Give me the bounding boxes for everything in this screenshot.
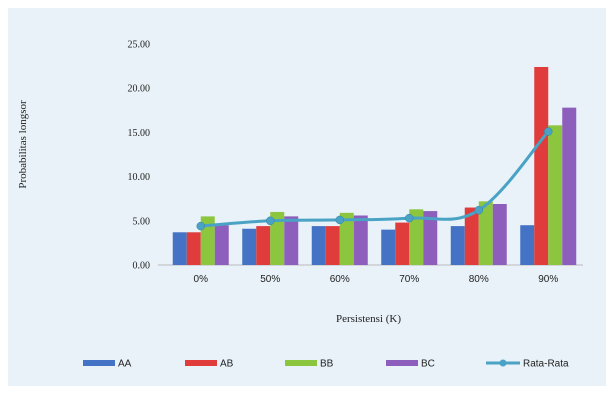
legend-swatch-marker bbox=[499, 359, 507, 367]
bar-aa-5 bbox=[520, 225, 535, 265]
legend-swatch-bc bbox=[386, 360, 418, 366]
legend-swatch-ab bbox=[185, 360, 217, 366]
bar-bc-0 bbox=[214, 225, 229, 265]
bar-bb-0 bbox=[200, 216, 215, 265]
legend-swatch-aa bbox=[83, 360, 115, 366]
legend-label: AB bbox=[220, 359, 234, 370]
line-point-2 bbox=[335, 215, 344, 225]
bar-ab-2 bbox=[325, 226, 340, 265]
line-point-5 bbox=[544, 127, 553, 136]
bar-aa-4 bbox=[450, 226, 465, 265]
legend-label: BC bbox=[421, 359, 435, 370]
bar-ab-1 bbox=[256, 226, 271, 265]
chart-legend: AA AB BB BC Rata-Rata bbox=[83, 359, 569, 370]
bar-bc-4 bbox=[492, 204, 507, 265]
y-tick-label: 0.00 bbox=[133, 261, 151, 272]
bar-bb-4 bbox=[478, 201, 493, 265]
bar-bb-3 bbox=[409, 209, 424, 265]
chart-area: 0.00 5.00 10.00 15.00 20.00 25.00 0% 50% 60% 70%… bbox=[8, 8, 606, 386]
x-axis-title: Persistensi (K) bbox=[336, 313, 401, 325]
bar-bc-3 bbox=[423, 211, 438, 265]
bar-aa-0 bbox=[172, 232, 187, 265]
bar-bb-5 bbox=[548, 125, 563, 265]
x-tick-label: 90% bbox=[538, 274, 558, 285]
bar-bb-2 bbox=[339, 212, 354, 265]
bar-bc-5 bbox=[562, 107, 577, 265]
bar-ab-5 bbox=[534, 66, 549, 265]
y-tick-label: 10.00 bbox=[128, 172, 151, 183]
y-tick-label: 25.00 bbox=[128, 40, 151, 51]
bar-bc-1 bbox=[284, 216, 299, 265]
line-point-3 bbox=[405, 213, 414, 223]
series-line-rata-rata bbox=[200, 130, 550, 228]
y-axis-title: Probabilitas longsor bbox=[17, 100, 29, 189]
y-tick-label: 15.00 bbox=[128, 128, 151, 139]
x-tick-label: 70% bbox=[399, 274, 419, 285]
bar-bb-1 bbox=[270, 211, 285, 265]
x-tick-label: 50% bbox=[260, 274, 280, 285]
legend-label: BB bbox=[320, 359, 334, 370]
line-point-4 bbox=[474, 205, 483, 215]
bar-aa-2 bbox=[311, 226, 326, 265]
bar-ab-0 bbox=[186, 232, 201, 265]
bar-ab-3 bbox=[395, 222, 410, 265]
legend-label: Rata-Rata bbox=[523, 359, 569, 370]
bar-aa-1 bbox=[242, 228, 257, 265]
y-tick-label: 20.00 bbox=[128, 84, 151, 95]
bar-line-chart: 0.00 5.00 10.00 15.00 20.00 25.00 0% 50% 60% 70%… bbox=[17, 40, 583, 370]
legend-label: AA bbox=[118, 359, 132, 370]
line-point-0 bbox=[196, 221, 205, 231]
y-tick-label: 5.00 bbox=[133, 216, 151, 227]
x-tick-label: 0% bbox=[194, 274, 209, 285]
x-tick-label: 60% bbox=[330, 274, 350, 285]
line-point-1 bbox=[266, 216, 275, 226]
bar-bc-2 bbox=[353, 215, 368, 265]
bar-ab-4 bbox=[464, 207, 479, 265]
bar-aa-3 bbox=[381, 229, 396, 265]
legend-swatch-bb bbox=[285, 360, 317, 366]
x-tick-label: 80% bbox=[469, 274, 489, 285]
